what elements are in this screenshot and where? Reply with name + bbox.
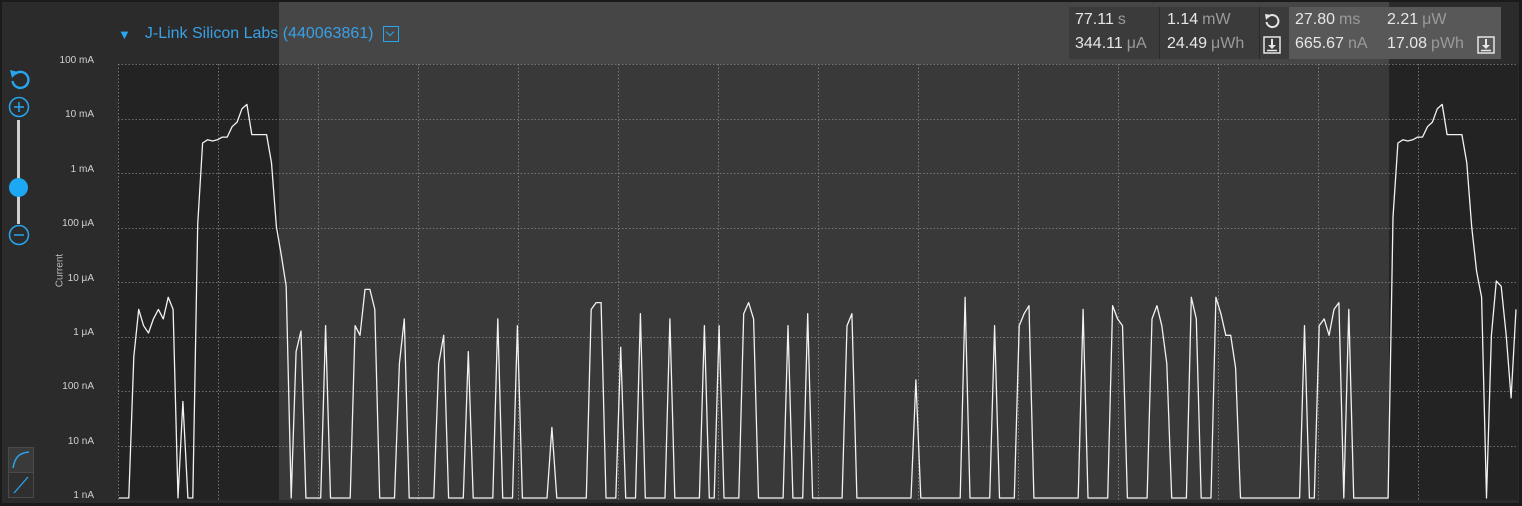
current-trace	[119, 103, 1517, 499]
log-mode-button[interactable]	[8, 447, 34, 473]
zoom-slider-thumb[interactable]	[9, 178, 28, 197]
device-name: J-Link Silicon Labs (440063861)	[144, 25, 374, 42]
log-curve-icon	[12, 451, 30, 469]
zoom-in-button[interactable]	[8, 96, 30, 118]
plot-grid	[118, 64, 1518, 500]
window-avg-current: 344.11 μA	[1075, 35, 1147, 52]
selection-energy: 17.08 pWh	[1387, 35, 1464, 52]
dropdown-icon[interactable]	[383, 26, 400, 42]
frame-top-edge	[0, 0, 1522, 2]
y-tick-label: 10 nA	[67, 436, 94, 447]
collapse-triangle-icon[interactable]: ▼	[118, 26, 131, 42]
selection-power: 2.21 μW	[1387, 11, 1447, 28]
stats-divider	[1259, 7, 1260, 59]
undo-icon[interactable]	[1263, 12, 1281, 30]
selection-region[interactable]	[279, 64, 1389, 500]
device-selector[interactable]: ▼ J-Link Silicon Labs (440063861)	[118, 24, 400, 44]
zoom-slider-track[interactable]	[17, 120, 20, 224]
selection-avg-current: 665.67 nA	[1295, 35, 1368, 52]
selection-stats-panel: 27.80 ms 665.67 nA 2.21 μW 17.08 pWh	[1289, 7, 1501, 59]
selection-time: 27.80 ms	[1295, 11, 1361, 28]
current-plot[interactable]	[118, 64, 1518, 500]
frame-bottom-edge	[0, 503, 1522, 506]
y-tick-label: 100 mA	[59, 55, 94, 66]
zoom-reset-button[interactable]	[8, 68, 32, 92]
y-axis-label: Current	[54, 253, 66, 288]
frame-left-edge	[0, 0, 2, 506]
y-tick-label: 100 nA	[62, 381, 94, 392]
y-tick-label: 100 μA	[62, 218, 94, 229]
y-tick-label: 10 mA	[65, 109, 94, 120]
linear-mode-button[interactable]	[8, 472, 34, 498]
linear-icon	[13, 476, 29, 494]
stats-divider	[1159, 7, 1160, 59]
window-power: 1.14 mW	[1167, 11, 1231, 28]
download-icon[interactable]	[1477, 36, 1495, 54]
y-tick-label: 1 nA	[73, 490, 94, 501]
window-energy: 24.49 μWh	[1167, 35, 1245, 52]
window-time: 77.11 s	[1075, 11, 1126, 28]
y-tick-label: 1 mA	[70, 164, 94, 175]
y-tick-label: 1 μA	[73, 327, 94, 338]
download-icon[interactable]	[1263, 36, 1281, 54]
frame-right-edge	[1519, 0, 1522, 506]
zoom-out-button[interactable]	[8, 224, 30, 246]
window-stats-panel: 77.11 s 344.11 μA 1.14 mW 24.49 μWh	[1069, 7, 1289, 59]
y-tick-label: 10 μA	[67, 273, 94, 284]
